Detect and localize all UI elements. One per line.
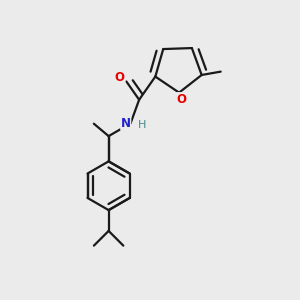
Text: O: O: [115, 71, 125, 84]
Text: O: O: [176, 93, 187, 106]
Text: H: H: [138, 120, 146, 130]
Text: N: N: [121, 117, 131, 130]
